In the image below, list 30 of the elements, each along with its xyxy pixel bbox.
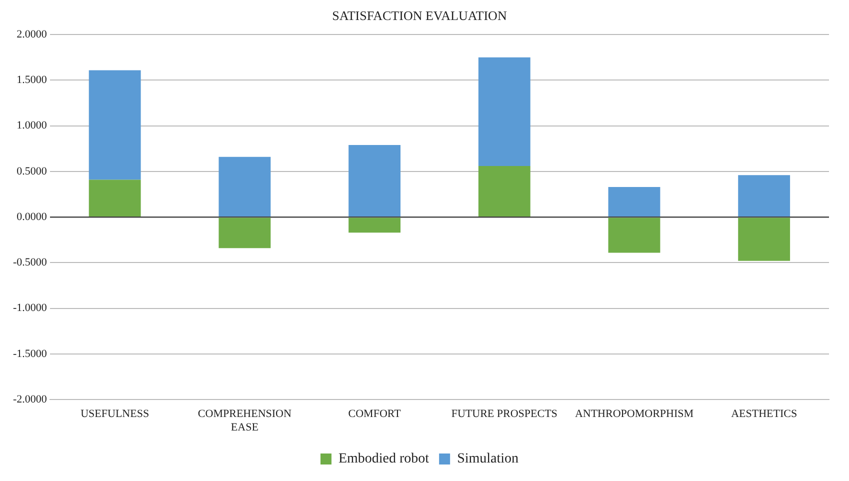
chart-title: SATISFACTION EVALUATION (332, 8, 508, 24)
y-tick-label: 2.0000 (16, 28, 48, 40)
legend-label: Embodied robot (338, 452, 430, 467)
x-tick-label: COMPREHENSION EASE (198, 408, 292, 434)
bar (608, 218, 660, 253)
bar (218, 218, 271, 248)
x-tick-label: COMFORT (348, 408, 402, 420)
bar (88, 180, 141, 216)
x-tick-label: FUTURE PROSPECTS (451, 408, 558, 420)
bar (348, 145, 400, 216)
bar (738, 175, 790, 216)
x-tick-label: ANTHROPOMORPHISM (574, 408, 694, 420)
bar (608, 186, 660, 216)
legend-label: Simulation (457, 452, 519, 467)
bar (478, 57, 530, 166)
y-tick-label: -1.0000 (12, 302, 48, 314)
bar (348, 218, 400, 233)
bar (478, 166, 530, 216)
y-tick-label: -2.0000 (12, 393, 48, 406)
bar (218, 156, 271, 216)
y-tick-label: 0.0000 (16, 210, 48, 223)
y-tick-label: 1.0000 (16, 120, 48, 132)
y-tick-label: 1.5000 (16, 74, 48, 86)
y-tick-label: 0.5000 (16, 165, 48, 178)
x-tick-label: AESTHETICS (731, 408, 798, 420)
y-tick-label: -1.5000 (12, 348, 48, 360)
bar (88, 70, 141, 180)
bar (738, 218, 790, 261)
y-tick-label: -0.5000 (12, 256, 48, 269)
x-tick-label: USEFULNESS (80, 408, 150, 420)
